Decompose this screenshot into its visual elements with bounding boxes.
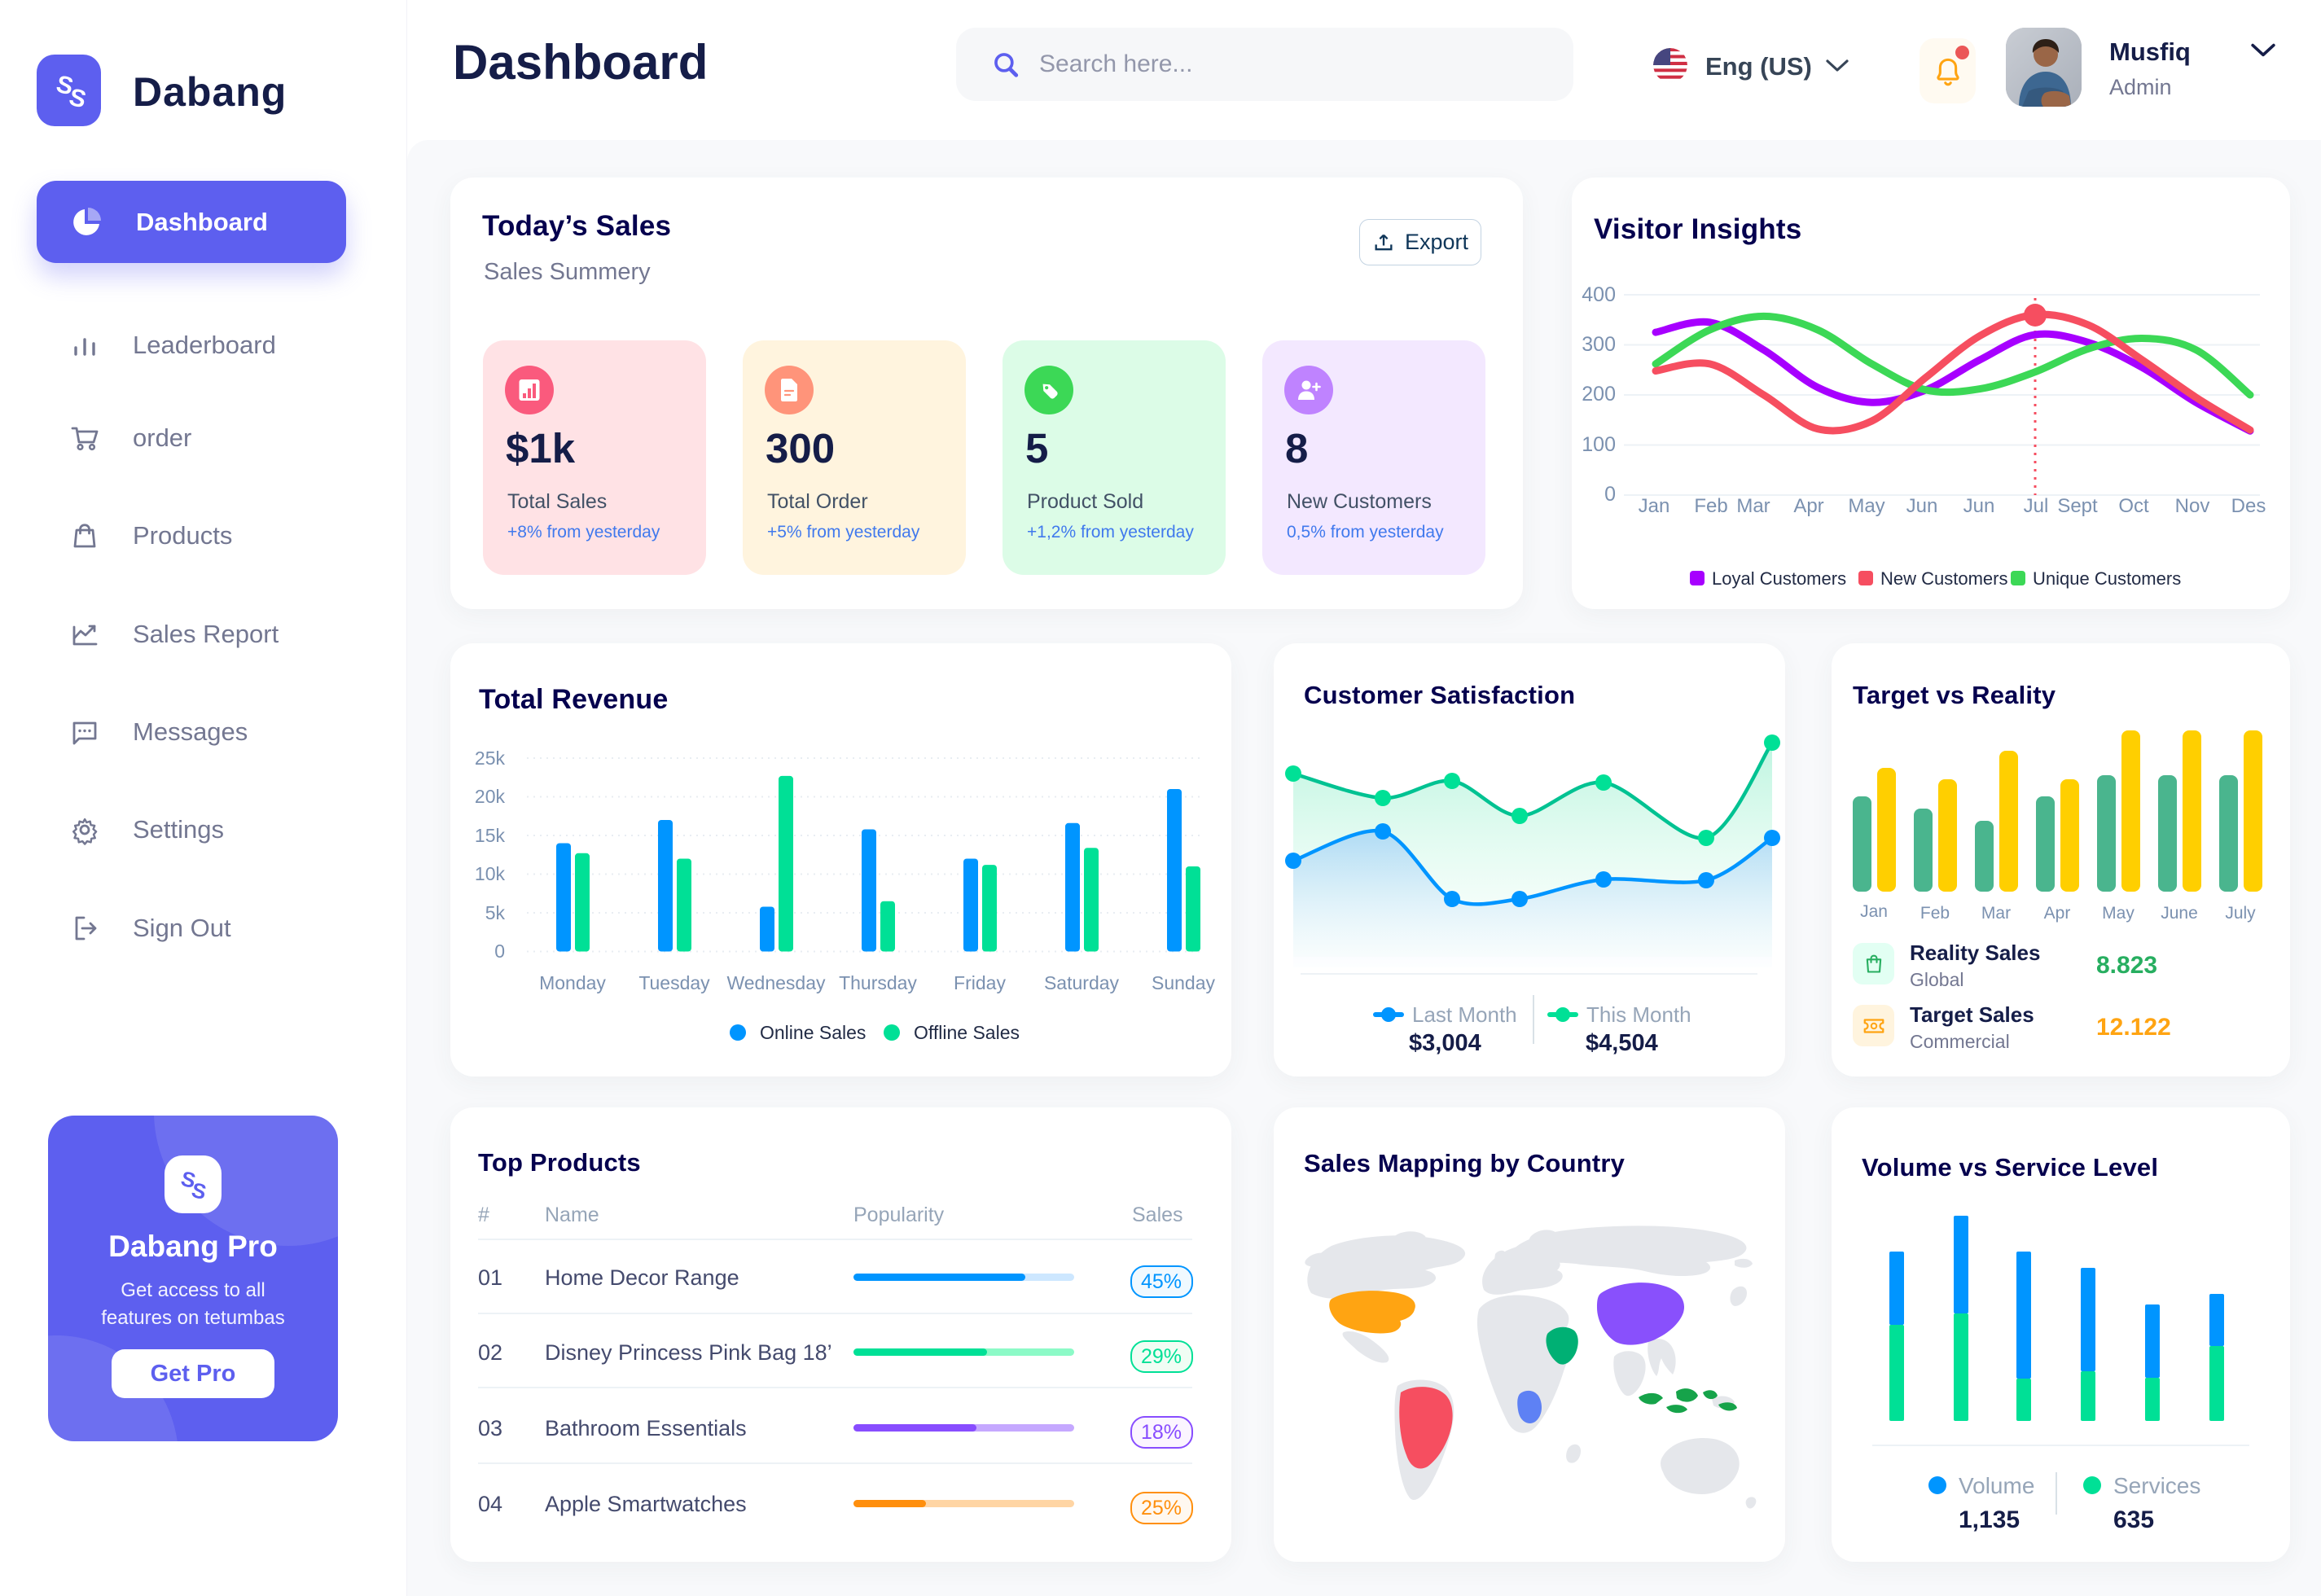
svg-text:Mar: Mar — [1981, 904, 2011, 923]
svg-text:8.823: 8.823 — [2096, 952, 2157, 979]
svg-text:18%: 18% — [1141, 1421, 1182, 1444]
svg-text:Bathroom Essentials: Bathroom Essentials — [545, 1416, 747, 1440]
svg-text:Thursday: Thursday — [839, 972, 917, 993]
svg-text:Sunday: Sunday — [1152, 972, 1216, 993]
svg-text:$4,504: $4,504 — [1586, 1030, 1658, 1056]
svg-text:1,135: 1,135 — [1959, 1506, 2020, 1533]
svg-text:02: 02 — [478, 1340, 502, 1365]
svg-text:04: 04 — [478, 1492, 502, 1516]
svg-text:May: May — [2102, 904, 2135, 923]
svg-text:July: July — [2225, 904, 2256, 923]
svg-text:200: 200 — [1582, 383, 1616, 406]
svg-text:Jun: Jun — [1963, 495, 1995, 517]
svg-text:Monday: Monday — [539, 972, 606, 993]
svg-text:Jul: Jul — [2024, 495, 2049, 517]
svg-text:Volume: Volume — [1959, 1473, 2034, 1498]
svg-text:Apr: Apr — [2044, 904, 2071, 923]
svg-text:Feb: Feb — [1694, 495, 1727, 517]
svg-text:25k: 25k — [475, 748, 506, 769]
svg-text:Saturday: Saturday — [1044, 972, 1120, 993]
svg-text:Online Sales: Online Sales — [760, 1022, 866, 1043]
svg-text:Home Decor Range: Home Decor Range — [545, 1265, 739, 1290]
svg-text:Popularity: Popularity — [853, 1204, 945, 1226]
svg-text:Global: Global — [1910, 969, 1963, 990]
svg-text:12.122: 12.122 — [2096, 1014, 2171, 1041]
svg-text:Des: Des — [2231, 495, 2266, 517]
svg-text:10k: 10k — [475, 863, 506, 884]
svg-text:Jun: Jun — [1906, 495, 1938, 517]
svg-text:01: 01 — [478, 1265, 502, 1290]
svg-text:June: June — [2161, 904, 2198, 923]
svg-text:Jan: Jan — [1860, 902, 1888, 921]
svg-text:300: 300 — [1582, 333, 1616, 356]
svg-text:Sept: Sept — [2057, 495, 2098, 517]
svg-text:$3,004: $3,004 — [1409, 1030, 1481, 1056]
svg-text:15k: 15k — [475, 825, 506, 846]
svg-text:Commercial: Commercial — [1910, 1031, 2010, 1052]
svg-text:Apr: Apr — [1793, 495, 1823, 517]
svg-text:Apple Smartwatches: Apple Smartwatches — [545, 1492, 747, 1516]
svg-text:400: 400 — [1582, 283, 1616, 306]
svg-text:Offline Sales: Offline Sales — [914, 1022, 1020, 1043]
svg-text:Sales: Sales — [1132, 1204, 1183, 1226]
svg-text:Tuesday: Tuesday — [638, 972, 710, 993]
svg-text:Jan: Jan — [1639, 495, 1670, 517]
svg-text:Wednesday: Wednesday — [726, 972, 826, 993]
svg-text:Loyal Customers: Loyal Customers — [1712, 568, 1846, 589]
svg-text:Feb: Feb — [1920, 904, 1950, 923]
svg-text:0: 0 — [1604, 483, 1616, 506]
svg-text:Last Month: Last Month — [1412, 1002, 1517, 1027]
svg-text:0: 0 — [494, 940, 505, 962]
svg-text:Target Sales: Target Sales — [1910, 1002, 2034, 1027]
svg-text:New Customers: New Customers — [1880, 568, 2007, 589]
svg-text:Oct: Oct — [2118, 495, 2149, 517]
svg-text:This Month: This Month — [1586, 1002, 1691, 1027]
svg-text:#: # — [478, 1204, 489, 1226]
svg-text:Friday: Friday — [954, 972, 1006, 993]
svg-text:Reality Sales: Reality Sales — [1910, 940, 2040, 965]
svg-text:Nov: Nov — [2175, 495, 2210, 517]
svg-text:Unique Customers: Unique Customers — [2033, 568, 2181, 589]
svg-text:5k: 5k — [485, 902, 506, 923]
svg-text:635: 635 — [2113, 1506, 2154, 1533]
svg-text:May: May — [1848, 495, 1884, 517]
svg-text:03: 03 — [478, 1416, 502, 1440]
svg-text:45%: 45% — [1141, 1270, 1182, 1293]
svg-text:20k: 20k — [475, 786, 506, 807]
svg-text:Name: Name — [545, 1204, 599, 1226]
svg-text:Disney Princess Pink Bag 18’: Disney Princess Pink Bag 18’ — [545, 1340, 832, 1365]
svg-text:Mar: Mar — [1736, 495, 1770, 517]
svg-text:100: 100 — [1582, 433, 1616, 456]
svg-text:29%: 29% — [1141, 1345, 1182, 1368]
svg-text:25%: 25% — [1141, 1497, 1182, 1519]
svg-text:Services: Services — [2113, 1473, 2200, 1498]
